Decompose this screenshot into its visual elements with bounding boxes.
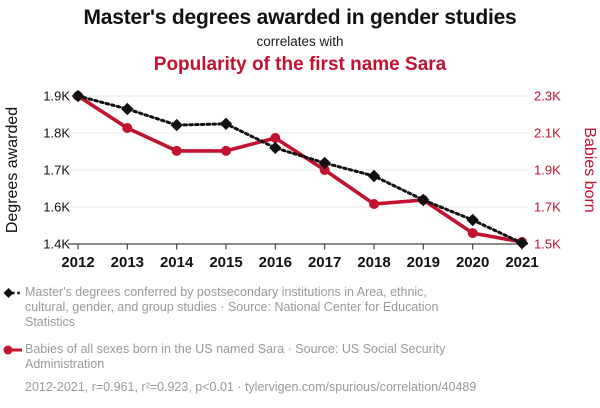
svg-text:2.3K: 2.3K (534, 89, 561, 104)
svg-text:1.9K: 1.9K (534, 163, 561, 178)
svg-text:2021: 2021 (505, 254, 538, 271)
legend-item-degrees: Master's degrees conferred by postsecond… (3, 285, 584, 331)
page-title: Master's degrees awarded in gender studi… (83, 6, 517, 29)
svg-text:2017: 2017 (308, 254, 341, 271)
svg-text:1.7K: 1.7K (43, 163, 70, 178)
red-circle-solid-line-icon (3, 345, 22, 355)
stats-citation-line: 2012-2021, r=0.961, r²=0.923, p<0.01 · t… (25, 380, 477, 395)
legend: Master's degrees conferred by postsecond… (3, 285, 584, 395)
legend-label-sara: Babies of all sexes born in the US named… (25, 341, 446, 371)
svg-text:1.7K: 1.7K (534, 200, 561, 215)
svg-text:2018: 2018 (357, 254, 390, 271)
svg-text:1.5K: 1.5K (534, 237, 561, 252)
svg-text:2015: 2015 (209, 254, 242, 271)
svg-text:2.1K: 2.1K (534, 126, 561, 141)
svg-text:2014: 2014 (160, 254, 194, 271)
svg-text:2013: 2013 (111, 254, 144, 271)
svg-text:1.6K: 1.6K (43, 200, 70, 215)
svg-text:1.9K: 1.9K (43, 89, 70, 104)
correlates-with-label: correlates with (256, 34, 344, 49)
svg-text:Babies born: Babies born (581, 127, 598, 212)
svg-text:1.8K: 1.8K (43, 126, 70, 141)
secondary-title: Popularity of the first name Sara (153, 54, 447, 75)
svg-text:2016: 2016 (259, 254, 292, 271)
black-diamond-dotted-line-icon (3, 288, 22, 298)
svg-text:2020: 2020 (456, 254, 489, 271)
svg-text:1.4K: 1.4K (43, 237, 70, 252)
chart-header: Master's degrees awarded in gender studi… (0, 5, 600, 77)
svg-text:Degrees awarded: Degrees awarded (4, 107, 21, 233)
legend-label-degrees: Master's degrees conferred by postsecond… (25, 285, 439, 330)
legend-item-sara: Babies of all sexes born in the US named… (3, 342, 584, 372)
svg-text:2012: 2012 (61, 254, 94, 271)
svg-text:2019: 2019 (407, 254, 440, 271)
